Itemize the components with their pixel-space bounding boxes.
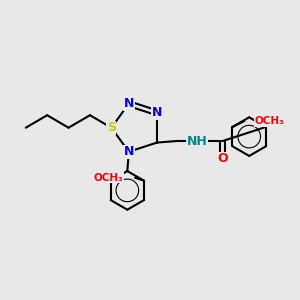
Text: OCH₃: OCH₃ [94, 173, 123, 183]
Text: N: N [124, 97, 134, 110]
Text: NH: NH [187, 135, 208, 148]
Text: OCH₃: OCH₃ [255, 116, 284, 126]
Text: N: N [152, 106, 162, 119]
Text: N: N [124, 145, 134, 158]
Text: S: S [107, 121, 116, 134]
Text: O: O [217, 152, 228, 165]
